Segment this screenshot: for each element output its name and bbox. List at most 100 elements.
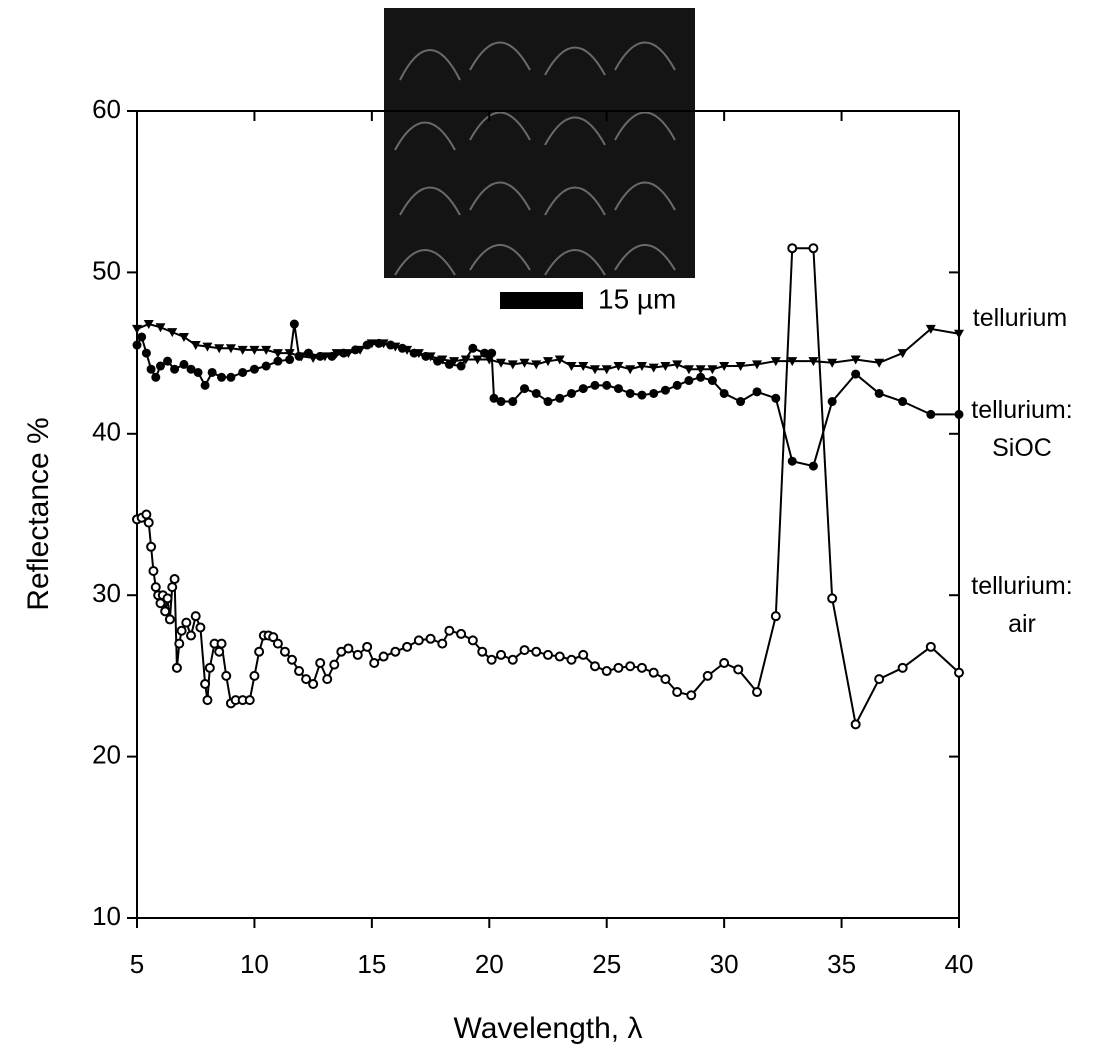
marker: [702, 670, 713, 681]
marker: [897, 349, 908, 359]
y-tick-label: 20: [92, 739, 121, 769]
marker: [543, 397, 553, 407]
marker: [752, 687, 763, 698]
marker: [343, 643, 354, 654]
marker: [378, 651, 389, 662]
marker: [625, 388, 635, 398]
marker: [648, 667, 659, 678]
marker: [566, 654, 577, 665]
marker: [132, 340, 142, 350]
marker: [472, 355, 483, 365]
x-tick-label: 5: [130, 949, 144, 979]
marker: [202, 342, 213, 352]
marker: [289, 319, 299, 329]
marker: [143, 517, 154, 528]
marker: [566, 362, 577, 372]
marker: [329, 659, 340, 670]
x-tick-label: 30: [710, 949, 739, 979]
marker: [531, 360, 542, 370]
marker: [237, 345, 248, 355]
marker: [519, 645, 530, 656]
marker: [449, 357, 460, 367]
marker: [285, 355, 295, 365]
marker: [146, 364, 156, 374]
y-tick-label: 30: [92, 578, 121, 608]
marker: [456, 628, 467, 639]
marker: [735, 362, 746, 372]
marker: [874, 388, 884, 398]
marker: [179, 359, 189, 369]
marker: [150, 582, 161, 593]
inset-label: 15 µm: [598, 283, 676, 314]
marker: [217, 372, 227, 382]
marker: [315, 351, 325, 361]
marker: [686, 690, 697, 701]
marker: [190, 611, 201, 622]
marker: [261, 345, 272, 355]
marker: [160, 606, 171, 617]
x-tick-label: 35: [827, 949, 856, 979]
marker: [287, 654, 298, 665]
marker: [186, 364, 196, 374]
marker: [508, 397, 518, 407]
x-tick-label: 15: [357, 949, 386, 979]
marker: [507, 654, 518, 665]
marker: [402, 641, 413, 652]
marker: [467, 635, 478, 646]
marker: [752, 387, 762, 397]
marker: [390, 646, 401, 657]
x-tick-label: 25: [592, 949, 621, 979]
marker: [554, 651, 565, 662]
marker: [531, 388, 541, 398]
marker: [578, 384, 588, 394]
marker: [695, 365, 706, 375]
marker: [176, 625, 187, 636]
series: [132, 319, 964, 471]
marker: [352, 649, 363, 660]
marker: [578, 649, 589, 660]
marker: [200, 678, 211, 689]
marker: [303, 348, 313, 358]
marker: [339, 348, 349, 358]
marker: [148, 565, 159, 576]
marker: [331, 349, 342, 359]
marker: [770, 611, 781, 622]
marker: [272, 638, 283, 649]
marker: [151, 372, 161, 382]
marker: [954, 667, 964, 678]
marker: [496, 358, 507, 368]
inset-image: [384, 8, 695, 278]
marker: [625, 365, 636, 375]
marker: [171, 662, 182, 673]
marker: [155, 323, 166, 333]
marker: [554, 355, 565, 365]
marker: [874, 674, 885, 685]
marker: [543, 649, 553, 660]
marker: [660, 674, 671, 685]
marker: [770, 357, 781, 367]
marker: [273, 356, 283, 366]
marker: [602, 380, 612, 390]
marker: [315, 657, 326, 668]
marker: [707, 365, 718, 375]
marker: [143, 320, 154, 330]
marker: [202, 695, 213, 706]
marker: [279, 646, 290, 657]
marker: [954, 409, 964, 419]
marker: [637, 390, 647, 400]
marker: [413, 635, 424, 646]
x-tick-label: 10: [240, 949, 269, 979]
series-line: [136, 323, 959, 468]
y-tick-label: 50: [92, 255, 121, 285]
marker: [193, 367, 203, 377]
series-label: tellurium: air: [971, 572, 1073, 638]
marker: [531, 646, 542, 657]
scale-bar: [500, 292, 583, 309]
y-tick-label: 40: [92, 417, 121, 447]
marker: [648, 363, 659, 373]
marker: [186, 630, 197, 641]
marker: [437, 638, 448, 649]
y-tick-label: 10: [92, 901, 121, 931]
marker: [249, 670, 260, 681]
